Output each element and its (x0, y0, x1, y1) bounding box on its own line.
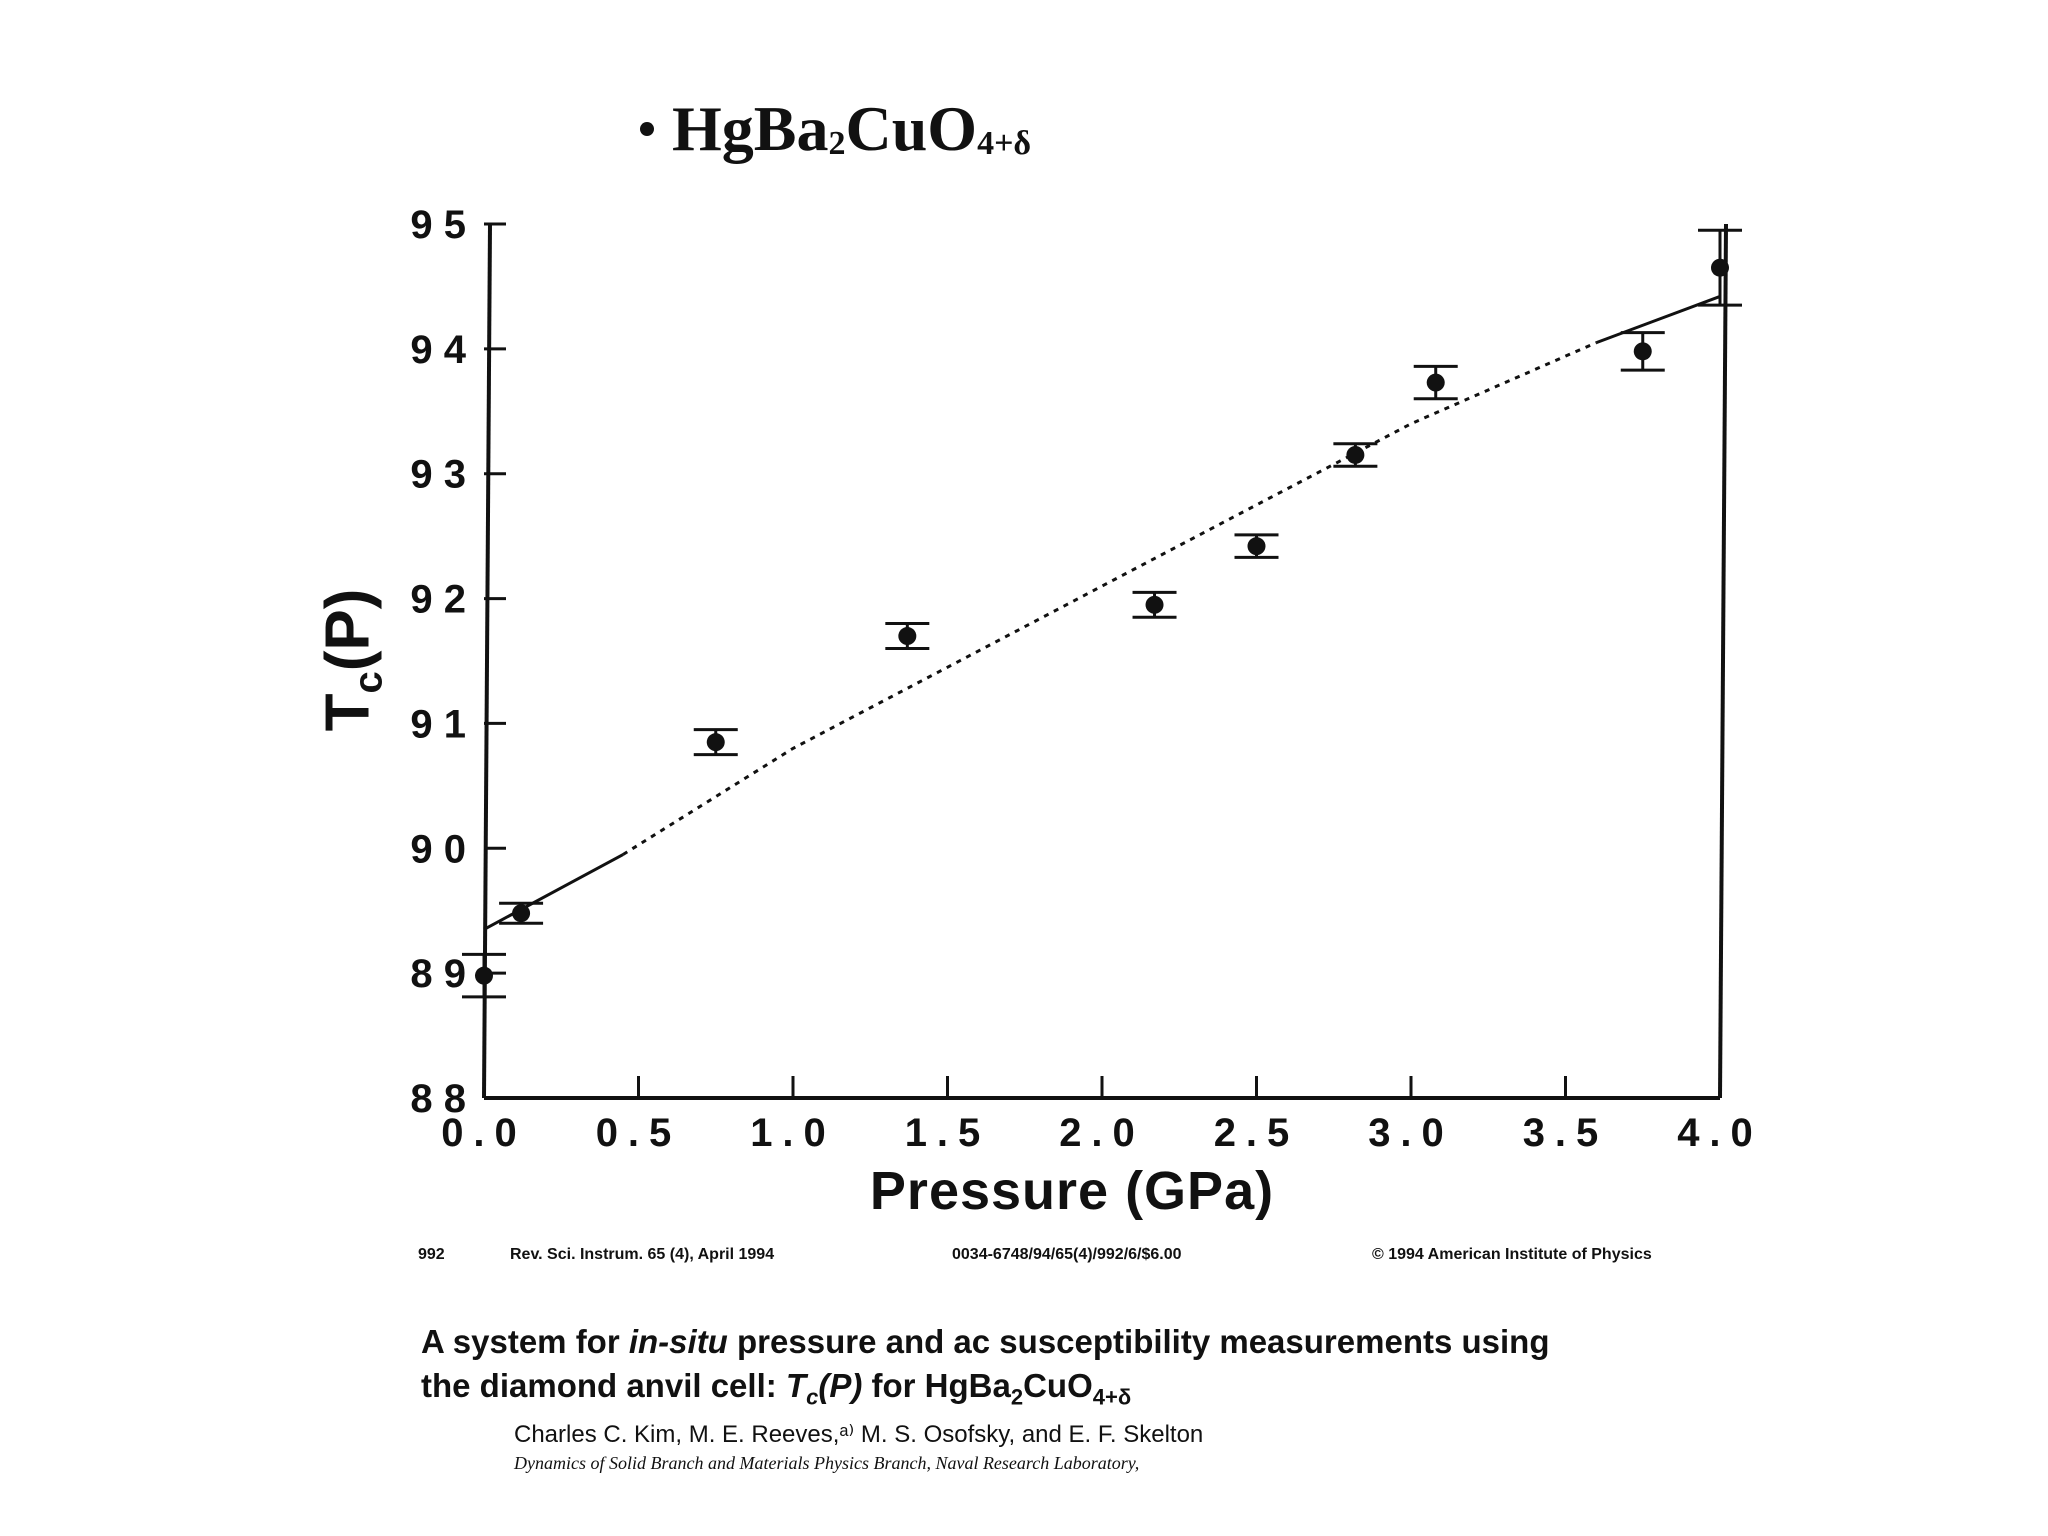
y-tick-label: 9 0 (410, 827, 466, 871)
data-point (512, 904, 531, 923)
data-point (1633, 342, 1652, 361)
fit-line-solid-end (1595, 295, 1721, 345)
y-tick-label: 8 8 (410, 1077, 466, 1121)
footer-journal: Rev. Sci. Instrum. 65 (4), April 1994 (510, 1246, 775, 1263)
x-tick-label: 2.5 (1214, 1111, 1300, 1155)
data-point (1426, 373, 1445, 392)
y-tick-label: 9 5 (410, 203, 466, 247)
y-axis-line (482, 223, 492, 1099)
data-point (475, 966, 493, 985)
data-point (706, 733, 725, 752)
right-axis-line (1718, 223, 1728, 1099)
y-tick-label: 8 9 (410, 952, 466, 996)
bullet-icon (640, 122, 654, 136)
x-tick-label: 4.0 (1677, 1111, 1763, 1155)
fit-line-dotted (622, 341, 1598, 856)
x-axis-label: Pressure (GPa) (869, 1161, 1275, 1221)
y-tick-label: 9 1 (410, 702, 466, 746)
x-tick-label: 1.0 (750, 1111, 836, 1155)
y-tick-label: 9 2 (410, 578, 466, 622)
y-tick-label: 9 3 (410, 453, 466, 497)
data-point (1346, 445, 1365, 464)
article-title: A system for in-situ pressure and ac sus… (421, 1323, 1550, 1410)
x-tick-label: 3.0 (1368, 1111, 1454, 1155)
x-tick-label: 2.0 (1059, 1111, 1145, 1155)
chart-title: HgBa2CuO4+δ (640, 92, 1031, 166)
data-point (1145, 595, 1164, 614)
y-tick-label: 9 4 (410, 328, 466, 372)
footer-page: 992 (418, 1246, 445, 1263)
data-point (1247, 537, 1266, 556)
footer-code: 0034-6748/94/65(4)/992/6/$6.00 (952, 1246, 1182, 1263)
x-tick-label: 1.5 (905, 1111, 991, 1155)
x-tick-label: 3.5 (1523, 1111, 1609, 1155)
y-axis-label: Tc(P) (313, 588, 391, 732)
x-tick-label: 0.0 (441, 1111, 527, 1155)
footer-copyright: © 1994 American Institute of Physics (1372, 1246, 1652, 1263)
x-tick-label: 0.5 (596, 1111, 682, 1155)
fit-line-solid-start (483, 853, 624, 931)
data-point (1711, 258, 1729, 277)
data-point (898, 627, 917, 646)
article-authors: Charles C. Kim, M. E. Reeves,ᵃ⁾ M. S. Os… (514, 1421, 1204, 1448)
article-affiliation: Dynamics of Solid Branch and Materials P… (514, 1453, 1140, 1473)
